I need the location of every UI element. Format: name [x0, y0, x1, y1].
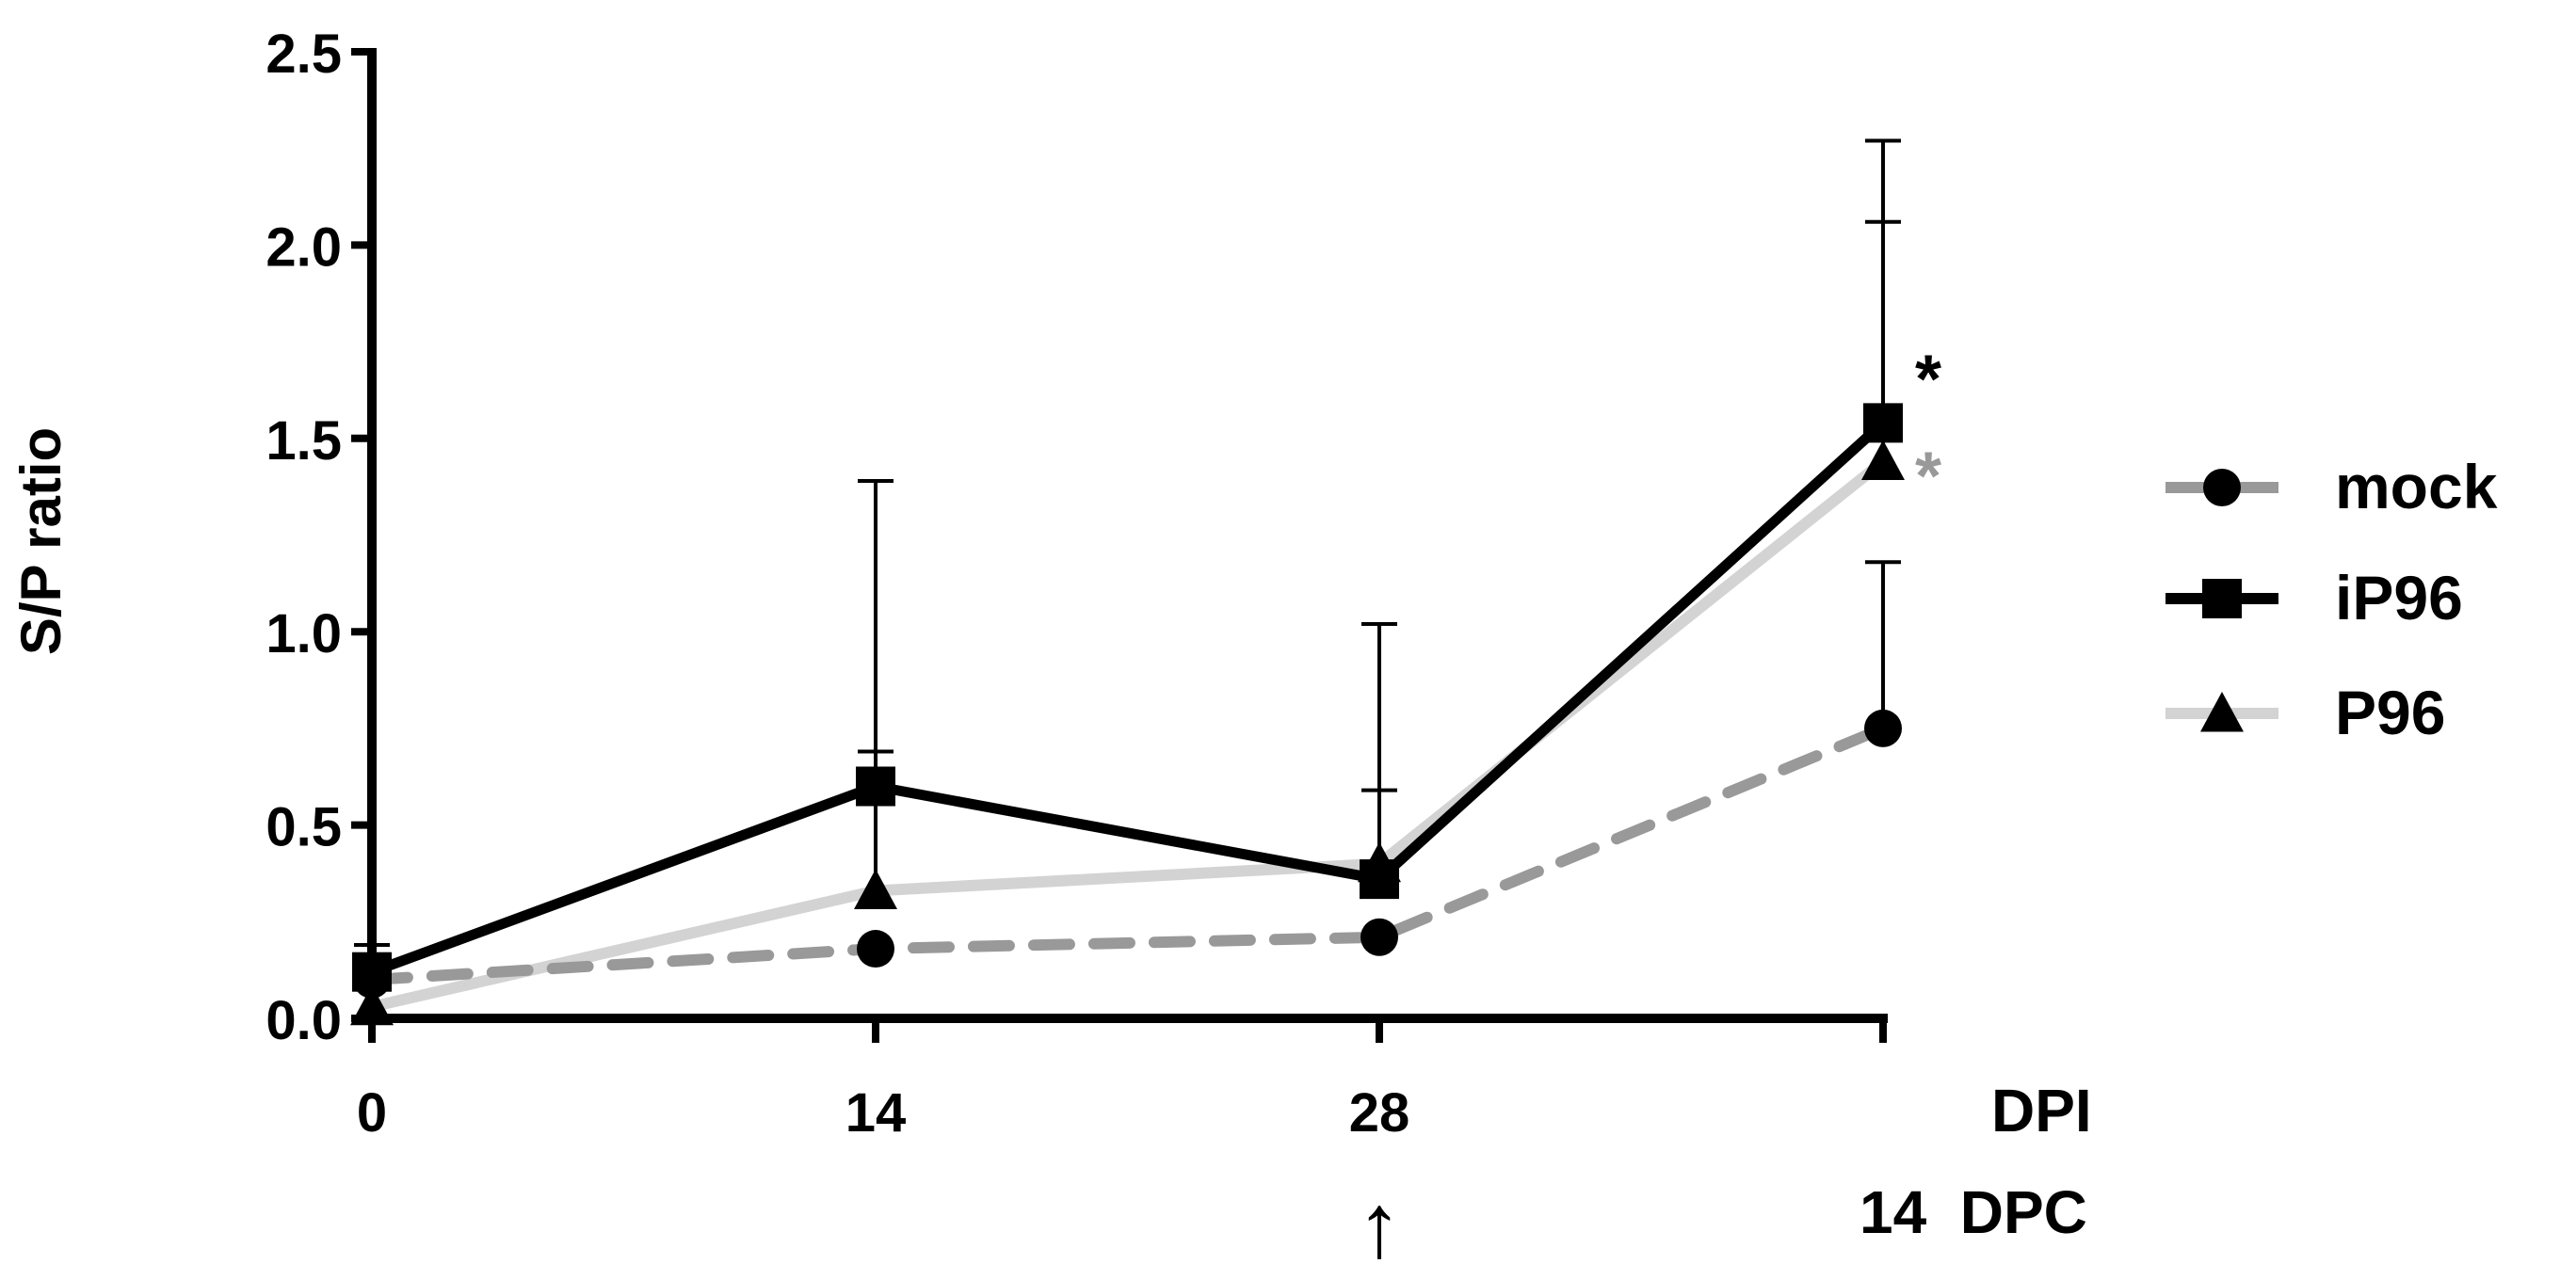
data-point-P96 — [854, 869, 897, 909]
y-tick-label: 0.5 — [266, 797, 342, 858]
y-axis-label: S/P ratio — [9, 427, 72, 655]
data-point-iP96 — [1360, 859, 1399, 900]
data-point-P96 — [1861, 440, 1905, 480]
y-tick-label: 1.0 — [266, 603, 342, 664]
data-point-iP96 — [1863, 403, 1903, 443]
data-point-mock — [1360, 918, 1398, 956]
challenge-arrow: ↑ — [1357, 1176, 1402, 1276]
series-line-P96 — [370, 456, 1887, 1013]
legend-marker-P96 — [2200, 692, 2244, 732]
x-tick-label: 14 — [845, 1082, 907, 1144]
data-point-mock — [857, 930, 894, 968]
legend: mock iP96 P96 — [2165, 452, 2498, 747]
x-axis-label: DPI — [1991, 1077, 2092, 1144]
y-tick-label: 2.0 — [266, 216, 342, 278]
legend-label-iP96: iP96 — [2335, 563, 2463, 632]
legend-label-P96: P96 — [2335, 678, 2445, 747]
significance-asterisk: * — [1915, 439, 1941, 514]
x-extra-label: 14 DPC — [1860, 1178, 2087, 1246]
y-tick-label: 2.5 — [266, 24, 342, 85]
legend-label-mock: mock — [2335, 452, 2498, 521]
x-tick-label: 28 — [1349, 1082, 1410, 1144]
y-tick-label: 1.5 — [266, 410, 342, 472]
significance-asterisk: * — [1915, 342, 1941, 417]
legend-marker-mock — [2203, 469, 2241, 506]
series-line-iP96 — [370, 419, 1887, 977]
axes: 0.0 0.5 1.0 1.5 2.0 2.5 0 14 28 DPI 14 DPC ↑ — [266, 24, 2091, 1276]
x-tick-label: 0 — [357, 1082, 387, 1144]
series-line-mock — [366, 722, 1889, 985]
data-point-iP96 — [856, 766, 895, 807]
y-tick-label: 0.0 — [266, 990, 342, 1051]
series-layer: ** — [350, 138, 1941, 1026]
data-point-mock — [1864, 709, 1902, 747]
legend-marker-iP96 — [2202, 579, 2242, 618]
